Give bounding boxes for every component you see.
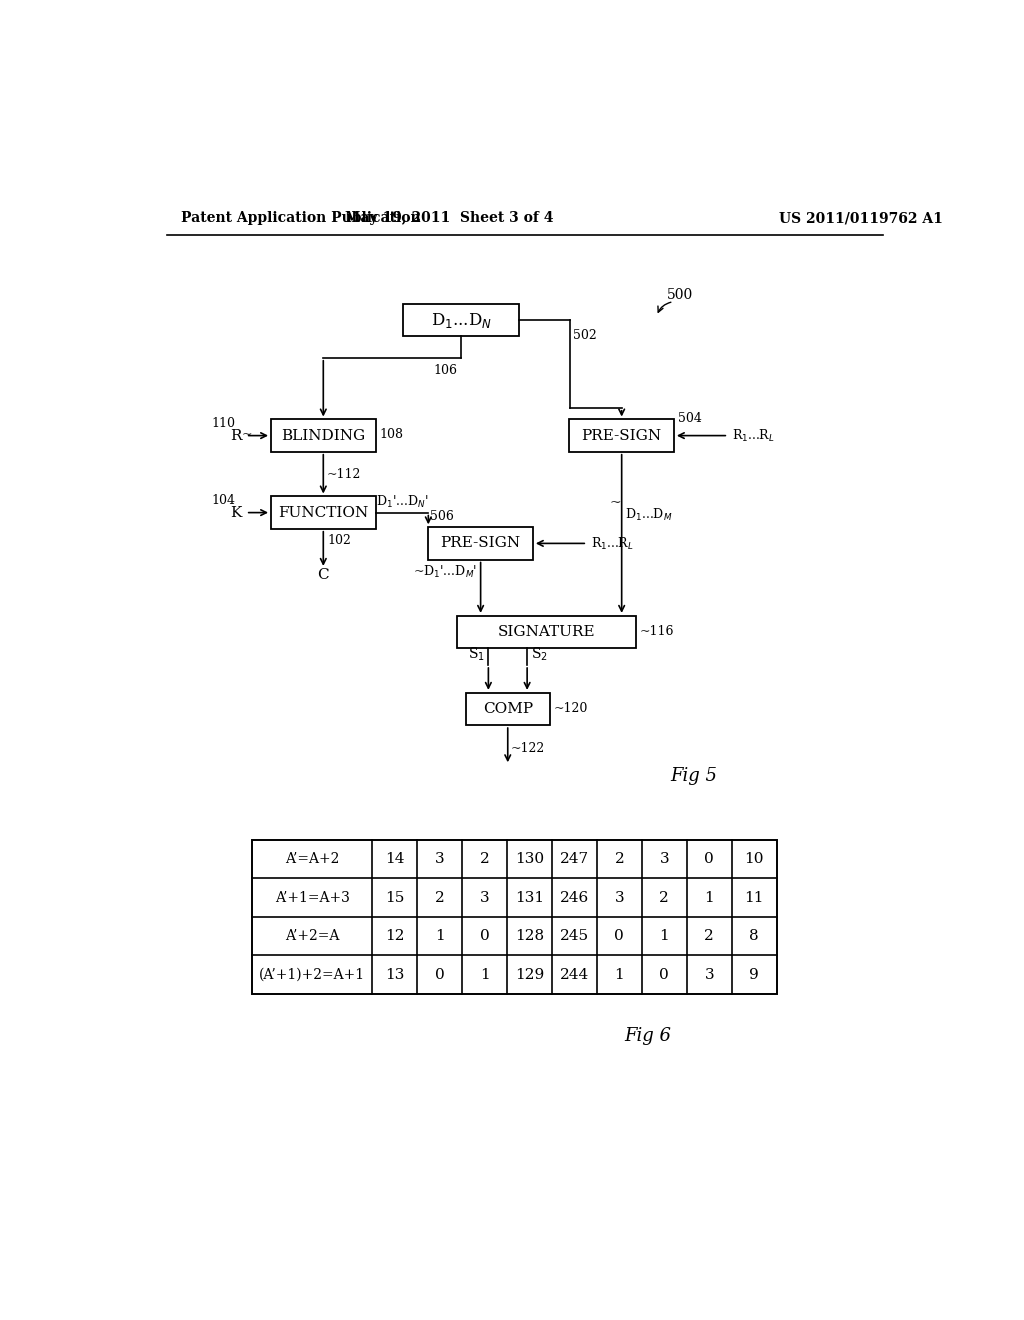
Text: 3: 3 (614, 891, 625, 904)
Text: COMP: COMP (482, 702, 532, 715)
Text: 2: 2 (434, 891, 444, 904)
Text: 104: 104 (211, 494, 234, 507)
Text: 102: 102 (328, 533, 351, 546)
Text: ~D$_1$'...D$_M$': ~D$_1$'...D$_M$' (413, 564, 477, 579)
Text: 13: 13 (385, 968, 404, 982)
Text: 0: 0 (434, 968, 444, 982)
Text: 0: 0 (614, 929, 625, 942)
Text: D$_1$...D$_N$: D$_1$...D$_N$ (431, 310, 492, 330)
Text: A’+1=A+3: A’+1=A+3 (274, 891, 349, 904)
Text: S$_1$: S$_1$ (468, 645, 484, 663)
Text: 502: 502 (572, 329, 597, 342)
Text: Fig 6: Fig 6 (624, 1027, 671, 1045)
Bar (271, 496, 376, 529)
Text: A’+2=A: A’+2=A (285, 929, 339, 942)
Bar (569, 420, 674, 451)
Text: 8: 8 (750, 929, 759, 942)
Text: 129: 129 (515, 968, 544, 982)
Text: 1: 1 (434, 929, 444, 942)
Text: 244: 244 (560, 968, 589, 982)
Text: 130: 130 (515, 853, 544, 866)
Text: 245: 245 (560, 929, 589, 942)
Text: 3: 3 (435, 853, 444, 866)
Text: 1: 1 (705, 891, 714, 904)
Text: PRE-SIGN: PRE-SIGN (440, 536, 520, 550)
Text: 11: 11 (744, 891, 764, 904)
Text: 504: 504 (678, 412, 701, 425)
Bar (466, 693, 550, 725)
Text: 9: 9 (750, 968, 759, 982)
Text: US 2011/0119762 A1: US 2011/0119762 A1 (779, 211, 943, 226)
Text: ~116: ~116 (640, 626, 674, 639)
Text: 3: 3 (659, 853, 669, 866)
Bar (458, 615, 636, 648)
Text: 500: 500 (667, 289, 693, 302)
Text: BLINDING: BLINDING (282, 429, 366, 442)
Text: May 19, 2011  Sheet 3 of 4: May 19, 2011 Sheet 3 of 4 (345, 211, 554, 226)
Text: 12: 12 (385, 929, 404, 942)
Text: D$_1$...D$_M$: D$_1$...D$_M$ (625, 507, 672, 523)
Text: A’=A+2: A’=A+2 (285, 853, 339, 866)
Text: 2: 2 (705, 929, 714, 942)
Text: 2: 2 (659, 891, 669, 904)
Text: 0: 0 (479, 929, 489, 942)
Text: 15: 15 (385, 891, 404, 904)
Text: 506: 506 (430, 510, 454, 523)
Text: D$_1$'...D$_N$': D$_1$'...D$_N$' (376, 494, 428, 510)
Text: R$_1$...R$_L$: R$_1$...R$_L$ (591, 536, 634, 552)
Text: 1: 1 (659, 929, 669, 942)
Text: R: R (230, 429, 242, 442)
Text: 1: 1 (614, 968, 625, 982)
Text: K: K (230, 506, 242, 520)
Text: ~122: ~122 (511, 742, 545, 755)
Text: 2: 2 (614, 853, 625, 866)
Text: 10: 10 (744, 853, 764, 866)
Text: C: C (317, 568, 329, 582)
Text: 3: 3 (479, 891, 489, 904)
Text: (A’+1)+2=A+1: (A’+1)+2=A+1 (259, 968, 366, 982)
Text: Patent Application Publication: Patent Application Publication (180, 211, 420, 226)
Text: 246: 246 (560, 891, 589, 904)
Text: SIGNATURE: SIGNATURE (498, 624, 595, 639)
Text: 0: 0 (705, 853, 714, 866)
Text: 0: 0 (659, 968, 669, 982)
Text: ~112: ~112 (327, 467, 360, 480)
Text: 14: 14 (385, 853, 404, 866)
Text: 131: 131 (515, 891, 544, 904)
Text: FUNCTION: FUNCTION (279, 506, 369, 520)
Bar (403, 304, 519, 337)
Text: 2: 2 (479, 853, 489, 866)
Text: 3: 3 (705, 968, 714, 982)
Bar (252, 840, 776, 994)
Text: R$_1$...R$_L$: R$_1$...R$_L$ (732, 428, 775, 445)
Text: 128: 128 (515, 929, 544, 942)
Text: ~120: ~120 (554, 702, 588, 715)
Text: 108: 108 (380, 428, 403, 441)
Text: 1: 1 (479, 968, 489, 982)
Text: Fig 5: Fig 5 (671, 767, 718, 785)
Bar (271, 420, 376, 451)
Text: ~: ~ (609, 496, 622, 510)
Text: ~: ~ (242, 428, 252, 441)
Text: 110: 110 (211, 417, 234, 430)
Text: S$_2$: S$_2$ (531, 645, 548, 663)
Text: 106: 106 (433, 363, 458, 376)
Text: 247: 247 (560, 853, 589, 866)
Bar (428, 527, 532, 560)
Text: PRE-SIGN: PRE-SIGN (582, 429, 662, 442)
